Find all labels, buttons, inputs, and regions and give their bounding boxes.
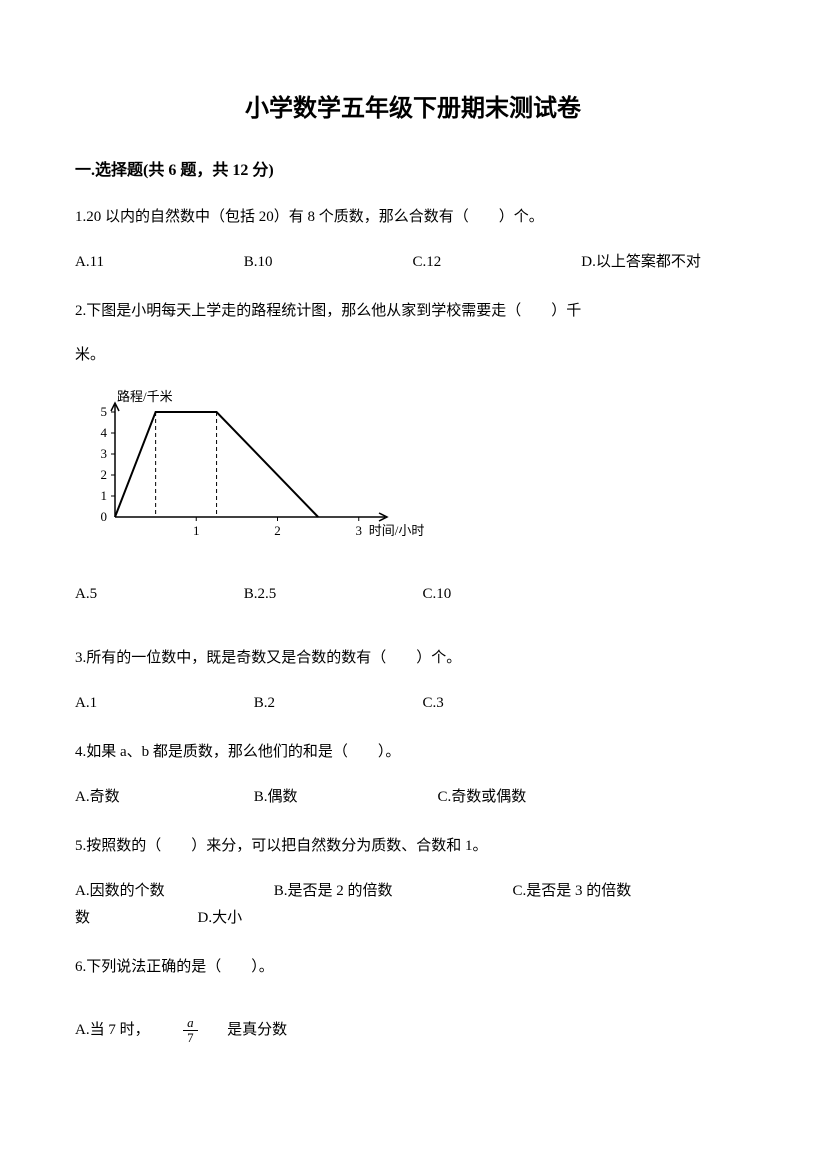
q1-opt-a: A.11 — [75, 249, 240, 276]
svg-text:1: 1 — [193, 523, 200, 538]
svg-text:路程/千米: 路程/千米 — [117, 389, 173, 404]
q4-opt-a: A.奇数 — [75, 784, 250, 811]
q6-opt-a: A.当 7 时， a 7 是真分数 — [75, 1016, 751, 1046]
svg-text:4: 4 — [101, 425, 108, 440]
q3-options: A.1 B.2 C.3 — [75, 690, 751, 717]
section-header: 一.选择题(共 6 题，共 12 分) — [75, 158, 751, 184]
q2-suffix: 米。 — [75, 343, 751, 367]
q2-options: A.5 B.2.5 C.10 — [75, 581, 751, 608]
q1-opt-d: D.以上答案都不对 — [581, 254, 701, 270]
fraction-numerator: a — [183, 1016, 198, 1031]
q4-opt-b: B.偶数 — [254, 784, 434, 811]
svg-text:时间/小时: 时间/小时 — [369, 523, 425, 538]
q1-options: A.11 B.10 C.12 D.以上答案都不对 — [75, 249, 751, 276]
q4-options: A.奇数 B.偶数 C.奇数或偶数 — [75, 784, 751, 811]
q5-options: A.因数的个数 B.是否是 2 的倍数 C.是否是 3 的倍数 数 D.大小 — [75, 878, 751, 932]
q5-opt-a: A.因数的个数 — [75, 878, 270, 905]
svg-text:0: 0 — [101, 509, 108, 524]
q5-opt-d: D.大小 — [198, 910, 243, 926]
svg-text:3: 3 — [101, 446, 108, 461]
fraction-denominator: 7 — [183, 1031, 198, 1045]
q6-text: 6.下列说法正确的是（ ）。 — [75, 954, 751, 981]
q6-opt-a-suffix: 是真分数 — [227, 1022, 287, 1038]
q5-opt-c: C.是否是 3 的倍数 — [513, 883, 632, 899]
q1-opt-b: B.10 — [244, 249, 409, 276]
page-title: 小学数学五年级下册期末测试卷 — [75, 90, 751, 128]
q5-text: 5.按照数的（ ）来分，可以把自然数分为质数、合数和 1。 — [75, 833, 751, 860]
q2-opt-c: C.10 — [423, 586, 452, 602]
q2-opt-a: A.5 — [75, 581, 240, 608]
svg-text:5: 5 — [101, 404, 108, 419]
svg-text:2: 2 — [101, 467, 108, 482]
svg-text:3: 3 — [356, 523, 363, 538]
q5-opt-b: B.是否是 2 的倍数 — [274, 878, 509, 905]
svg-text:2: 2 — [274, 523, 281, 538]
q6-opt-a-prefix: A.当 7 时， — [75, 1022, 150, 1038]
q1-opt-c: C.12 — [413, 249, 578, 276]
fraction-icon: a 7 — [183, 1016, 198, 1046]
q3-text: 3.所有的一位数中，既是奇数又是合数的数有（ ）个。 — [75, 645, 751, 672]
q3-opt-b: B.2 — [254, 690, 419, 717]
q4-opt-c: C.奇数或偶数 — [438, 789, 527, 805]
q2-text: 2.下图是小明每天上学走的路程统计图，那么他从家到学校需要走（ ）千 — [75, 298, 751, 325]
q2-opt-b: B.2.5 — [244, 581, 419, 608]
svg-text:1: 1 — [101, 488, 108, 503]
q1-text: 1.20 以内的自然数中（包括 20）有 8 个质数，那么合数有（ ）个。 — [75, 204, 751, 231]
q4-text: 4.如果 a、b 都是质数，那么他们的和是（ ）。 — [75, 739, 751, 766]
distance-chart-svg: 路程/千米 0 1 2 3 4 5 1 2 3 时间/小时 — [75, 387, 425, 547]
q3-opt-c: C.3 — [423, 695, 444, 711]
q3-opt-a: A.1 — [75, 690, 250, 717]
q5-opt-c2: 数 — [75, 910, 90, 926]
q2-chart: 路程/千米 0 1 2 3 4 5 1 2 3 时间/小时 — [75, 387, 751, 556]
